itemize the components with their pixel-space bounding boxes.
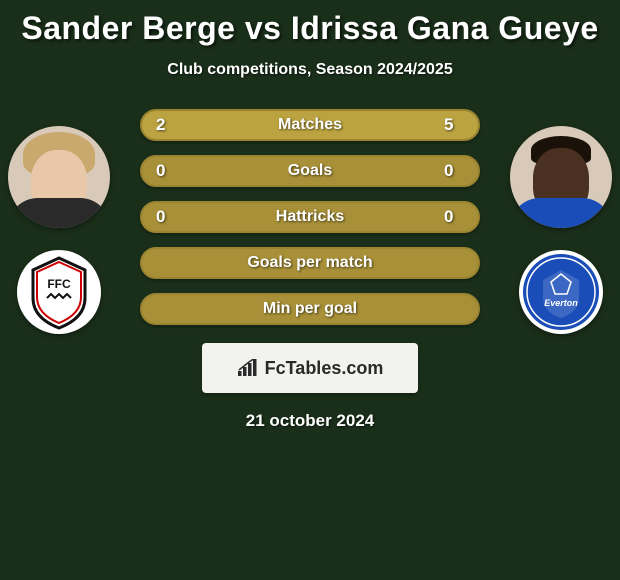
player-right-avatar <box>510 126 612 228</box>
stat-label: Matches <box>278 116 342 134</box>
left-column: FFC <box>8 126 110 334</box>
stat-right-value: 0 <box>444 207 464 227</box>
stat-left-value: 0 <box>156 161 176 181</box>
stat-right-value: 5 <box>444 115 464 135</box>
brand-box: FcTables.com <box>202 343 418 393</box>
svg-text:Everton: Everton <box>544 298 578 308</box>
stat-row-matches: 2 Matches 5 <box>140 109 480 141</box>
stat-label: Goals per match <box>247 254 372 272</box>
stat-label: Hattricks <box>276 208 344 226</box>
stat-label: Min per goal <box>263 300 357 318</box>
subtitle: Club competitions, Season 2024/2025 <box>167 61 452 79</box>
bar-fill-right <box>239 111 478 139</box>
club-left-badge: FFC <box>17 250 101 334</box>
stats-list: 2 Matches 5 0 Goals 0 0 Hattricks 0 Goal… <box>140 109 480 325</box>
stat-row-goals: 0 Goals 0 <box>140 155 480 187</box>
player-left-avatar <box>8 126 110 228</box>
chart-icon <box>237 359 259 377</box>
stat-label: Goals <box>288 162 332 180</box>
stat-right-value: 0 <box>444 161 464 181</box>
comparison-card: Sander Berge vs Idrissa Gana Gueye Club … <box>0 0 620 431</box>
stat-left-value: 2 <box>156 115 176 135</box>
stat-row-min-per-goal: Min per goal <box>140 293 480 325</box>
stat-left-value: 0 <box>156 207 176 227</box>
svg-text:FFC: FFC <box>47 277 71 291</box>
date-label: 21 october 2024 <box>246 411 375 431</box>
page-title: Sander Berge vs Idrissa Gana Gueye <box>21 10 598 47</box>
stat-row-hattricks: 0 Hattricks 0 <box>140 201 480 233</box>
club-right-badge: Everton <box>519 250 603 334</box>
brand-label: FcTables.com <box>265 358 384 379</box>
stat-row-goals-per-match: Goals per match <box>140 247 480 279</box>
right-column: Everton <box>510 126 612 334</box>
